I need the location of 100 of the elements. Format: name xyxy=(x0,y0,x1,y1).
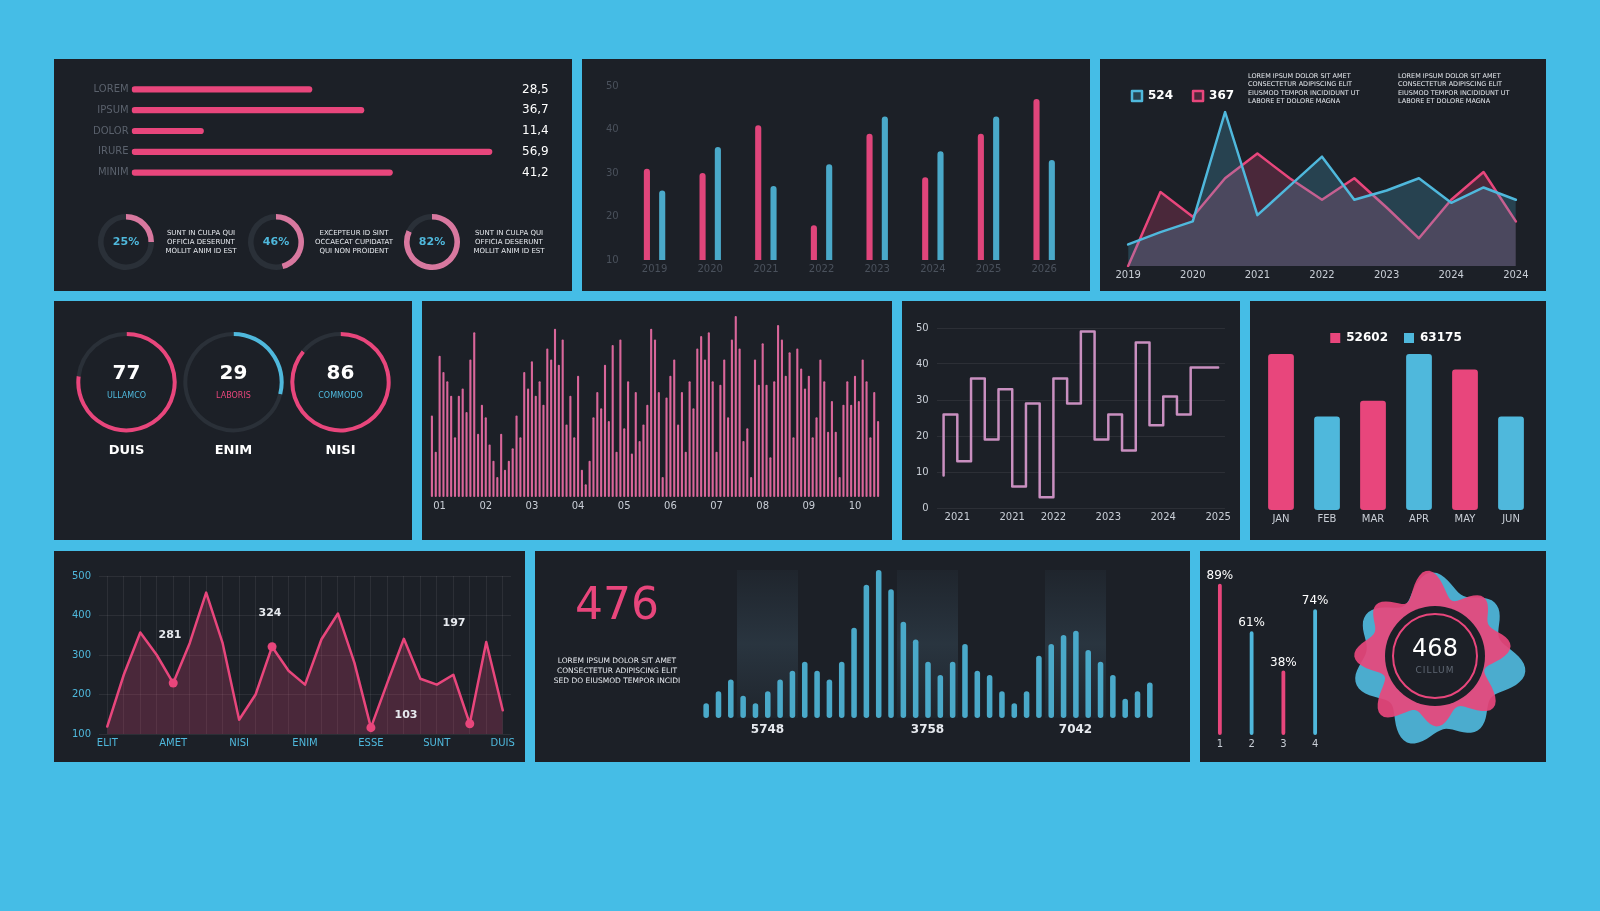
bar xyxy=(573,437,576,497)
bar xyxy=(1048,644,1055,718)
data-label: 82% xyxy=(418,234,446,248)
bar xyxy=(600,408,603,497)
bar xyxy=(534,395,537,497)
bar xyxy=(851,627,857,718)
annotation: 281 xyxy=(157,628,183,643)
x-tick-label: MAY xyxy=(1454,512,1477,524)
bar xyxy=(438,355,441,497)
x-tick-label: 01 xyxy=(433,499,446,511)
bar xyxy=(507,460,510,497)
bar xyxy=(823,381,826,497)
y-tick-label: 300 xyxy=(71,648,92,660)
bar xyxy=(430,415,433,497)
text: ULLAMCO xyxy=(105,391,148,402)
x-tick-label: 2023 xyxy=(1095,510,1122,522)
bar xyxy=(634,392,637,497)
x-tick-label: FEB xyxy=(1317,512,1337,524)
bar xyxy=(673,359,676,497)
bar xyxy=(1360,400,1386,510)
x-tick-label: 2025 xyxy=(1205,510,1231,522)
bar xyxy=(962,644,968,718)
data-label: 11,4 xyxy=(522,123,549,138)
y-tick-label: IRURE xyxy=(98,145,129,157)
data-label: 38% xyxy=(1270,654,1297,669)
y-tick-label: 30 xyxy=(915,393,929,405)
y-tick-label: IPSUM xyxy=(97,103,129,115)
bar xyxy=(596,392,599,497)
y-tick-label: 200 xyxy=(71,688,92,700)
bar xyxy=(546,348,549,497)
bar xyxy=(757,384,760,497)
bar xyxy=(684,451,687,497)
bar xyxy=(711,381,714,497)
x-tick-label: NISI xyxy=(229,736,249,748)
bar xyxy=(819,359,822,497)
bar xyxy=(630,453,633,497)
legend-label: 524 xyxy=(1148,88,1174,103)
x-tick-label: ELIT xyxy=(96,736,119,748)
y-tick-label: 500 xyxy=(71,569,92,581)
x-tick-label: 2019 xyxy=(1115,268,1141,280)
text: DUIS xyxy=(108,441,145,457)
bar xyxy=(500,433,503,497)
bar xyxy=(949,661,956,718)
bar xyxy=(753,359,757,497)
data-label: 25% xyxy=(112,234,140,248)
bar xyxy=(484,417,487,497)
x-tick-label: 1 xyxy=(1216,737,1224,749)
y-tick-label: 10 xyxy=(915,465,929,477)
x-tick-label: 2024 xyxy=(1503,268,1529,280)
bar xyxy=(857,401,860,497)
bar xyxy=(937,675,944,718)
bar xyxy=(873,392,876,497)
bar xyxy=(557,364,560,497)
data-label: 56,9 xyxy=(522,143,549,158)
x-tick-label: DUIS xyxy=(490,736,515,748)
bar xyxy=(515,415,518,497)
bar xyxy=(677,424,680,497)
bar xyxy=(777,679,783,718)
bar xyxy=(627,381,630,497)
bar xyxy=(827,431,830,497)
x-tick-label: 09 xyxy=(802,499,816,511)
bar xyxy=(131,169,393,176)
x-tick-label: AMET xyxy=(159,736,189,748)
y-tick-label: MINIM xyxy=(97,166,129,178)
bar xyxy=(734,316,737,497)
bar xyxy=(773,381,776,497)
bar xyxy=(728,679,734,718)
bar xyxy=(719,384,722,497)
bar xyxy=(650,328,653,497)
bar xyxy=(131,148,493,155)
x-tick-label: ENIM xyxy=(292,736,318,748)
bar xyxy=(761,343,764,497)
bar xyxy=(1110,675,1116,718)
bar xyxy=(669,375,672,497)
x-tick-label: 2020 xyxy=(1180,268,1206,280)
bar xyxy=(477,433,480,497)
x-tick-label: 08 xyxy=(756,499,770,511)
bar xyxy=(723,359,726,497)
bar xyxy=(801,661,808,718)
bar xyxy=(850,404,853,497)
text: CILLUM xyxy=(1414,665,1456,677)
x-tick-label: ESSE xyxy=(358,736,384,748)
bar xyxy=(131,127,204,135)
bar xyxy=(730,339,733,497)
data-label: 61% xyxy=(1238,615,1265,630)
bar xyxy=(527,388,530,497)
bar xyxy=(453,437,457,497)
bar xyxy=(986,675,993,718)
text: COMMODO xyxy=(317,391,364,402)
x-tick-label: 10 xyxy=(848,499,862,511)
bar xyxy=(834,431,837,497)
bar xyxy=(469,359,472,497)
x-tick-label: APR xyxy=(1409,512,1429,524)
bar xyxy=(1249,631,1254,735)
x-tick-label: 2023 xyxy=(1373,268,1400,280)
x-tick-label: 2021 xyxy=(944,510,971,522)
x-tick-label: SUNT xyxy=(423,736,452,748)
bar xyxy=(680,392,683,497)
data-label: 41,2 xyxy=(522,164,549,179)
bar xyxy=(1498,416,1524,510)
